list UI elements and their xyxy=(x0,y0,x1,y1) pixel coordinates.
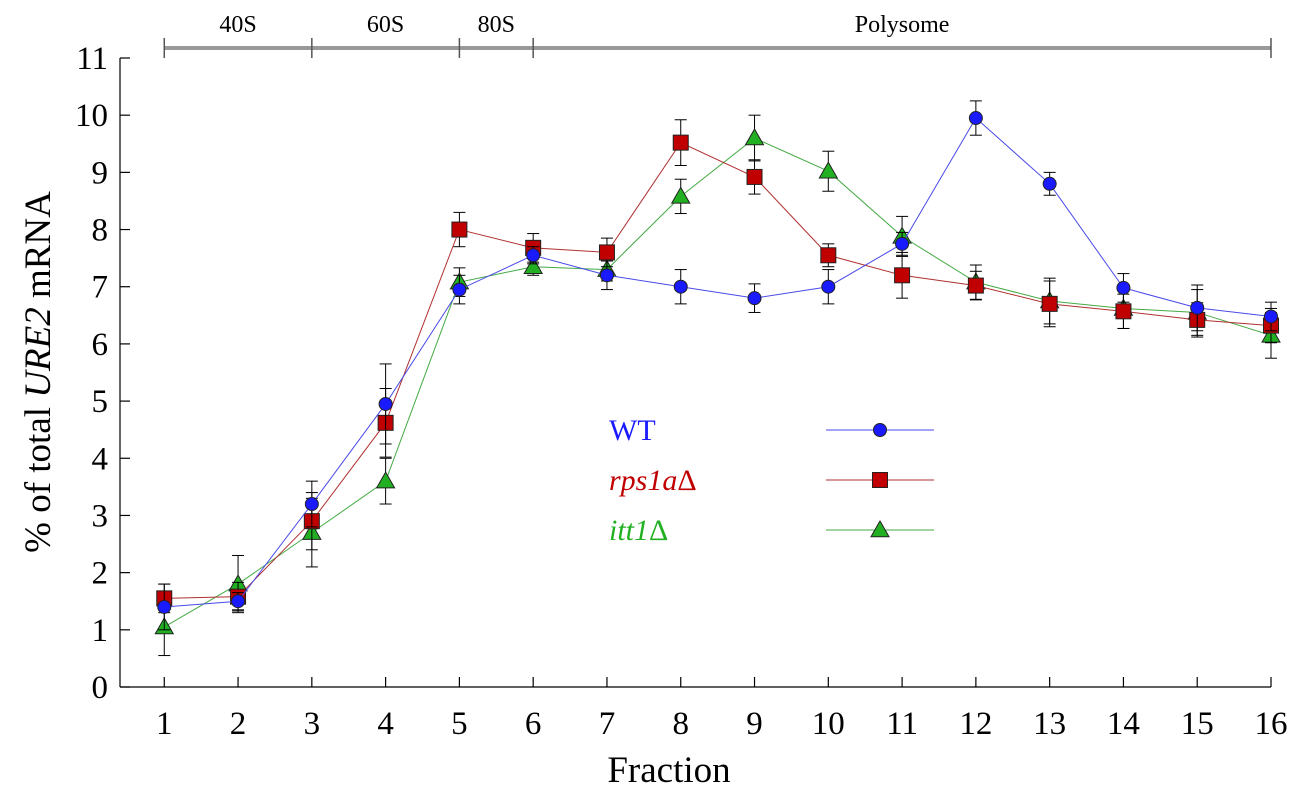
x-tick-label: 2 xyxy=(230,706,247,742)
legend-name-suffix: Δ xyxy=(649,514,668,547)
data-point xyxy=(670,186,691,204)
series-line xyxy=(164,141,1272,599)
data-point xyxy=(523,256,544,274)
y-axis-title-suffix: mRNA xyxy=(18,191,59,307)
data-point xyxy=(1190,300,1205,315)
y-tick-label: 11 xyxy=(76,41,108,77)
data-point xyxy=(821,279,836,294)
legend-marker xyxy=(872,472,888,488)
x-tick-label: 9 xyxy=(746,706,763,742)
band-label: 40S xyxy=(219,12,256,38)
series-wt xyxy=(157,100,1278,631)
data-point xyxy=(744,128,765,146)
legend-name: WT xyxy=(609,414,656,447)
x-tick-label: 6 xyxy=(525,706,542,742)
legend-label: rps1aΔ xyxy=(609,464,697,497)
y-tick-label: 8 xyxy=(92,213,109,249)
data-point xyxy=(747,291,762,306)
legend-marker xyxy=(873,423,887,437)
x-tick-label: 12 xyxy=(959,706,992,742)
data-point xyxy=(968,111,983,126)
y-tick-label: 7 xyxy=(92,270,109,306)
x-tick-label: 13 xyxy=(1033,706,1066,742)
series-group xyxy=(154,100,1281,657)
y-tick-label: 9 xyxy=(92,155,109,191)
data-point xyxy=(452,282,467,297)
data-point xyxy=(598,244,615,261)
band-label: Polysome xyxy=(855,12,950,38)
data-point xyxy=(673,279,688,294)
data-point xyxy=(746,168,763,185)
data-point xyxy=(672,134,689,151)
data-point xyxy=(895,236,910,251)
x-tick-label: 1 xyxy=(156,706,173,742)
x-tick-label: 10 xyxy=(812,706,845,742)
data-point xyxy=(526,248,541,263)
legend-label: itt1Δ xyxy=(609,514,668,547)
data-point xyxy=(1116,280,1131,295)
y-tick-label: 5 xyxy=(92,384,109,420)
band-label: 60S xyxy=(367,12,404,38)
data-point xyxy=(894,267,911,284)
series-line xyxy=(164,117,1272,608)
y-axis-title-gene: URE2 xyxy=(18,307,59,397)
legend-label: WT xyxy=(609,414,656,447)
y-axis-title: % of total URE2 mRNA xyxy=(18,191,59,553)
x-tick-label: 16 xyxy=(1255,706,1288,742)
data-point xyxy=(820,247,837,264)
x-tick-label: 8 xyxy=(672,706,689,742)
data-point xyxy=(157,599,172,614)
x-tick-label: 3 xyxy=(304,706,321,742)
band-label: 80S xyxy=(478,12,515,38)
data-point xyxy=(451,221,468,238)
x-tick-label: 7 xyxy=(599,706,616,742)
data-point xyxy=(818,161,839,179)
series-line xyxy=(164,137,1272,628)
x-axis-title: Fraction xyxy=(607,750,730,790)
data-point xyxy=(231,594,246,609)
legend-marker xyxy=(870,519,890,538)
series-itt1 xyxy=(154,114,1281,657)
y-tick-label: 1 xyxy=(92,613,109,649)
x-tick-label: 5 xyxy=(451,706,468,742)
data-point xyxy=(599,268,614,283)
legend-name-italic: itt1 xyxy=(609,514,649,547)
series-rps1a xyxy=(156,119,1279,614)
data-point xyxy=(378,396,393,411)
data-point xyxy=(304,497,319,512)
y-axis-title-prefix: % of total xyxy=(18,398,59,553)
legend-name-suffix: Δ xyxy=(677,464,696,497)
data-point xyxy=(375,471,396,489)
data-point xyxy=(967,277,984,294)
y-tick-label: 0 xyxy=(92,670,109,706)
y-tick-label: 4 xyxy=(92,441,109,477)
y-tick-label: 10 xyxy=(75,98,108,134)
data-point xyxy=(1041,295,1058,312)
y-tick-label: 6 xyxy=(92,327,109,363)
x-tick-label: 15 xyxy=(1181,706,1214,742)
data-point xyxy=(1115,303,1132,320)
legend-name-italic: rps1a xyxy=(609,464,677,497)
x-tick-label: 11 xyxy=(886,706,918,742)
data-point xyxy=(1264,309,1278,324)
y-tick-label: 3 xyxy=(92,498,109,534)
x-tick-label: 4 xyxy=(377,706,394,742)
fraction-bands: 40S 60S 80S Polysome xyxy=(163,12,1272,58)
data-point xyxy=(1042,176,1057,191)
y-tick-label: 2 xyxy=(92,556,109,592)
x-tick-label: 14 xyxy=(1107,706,1140,742)
